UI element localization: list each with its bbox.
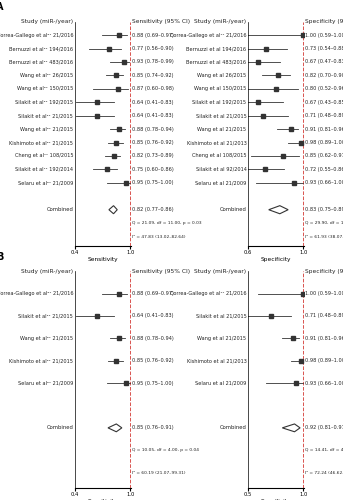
Text: 0.82 (0.70–0.90): 0.82 (0.70–0.90) [305,73,343,78]
Text: Study (miR-/year): Study (miR-/year) [194,268,246,274]
Text: 0.73 (0.54–0.88): 0.73 (0.54–0.88) [305,46,343,51]
Text: 0.85 (0.76–0.92): 0.85 (0.76–0.92) [131,140,173,145]
Text: 0.95 (0.75–1.00): 0.95 (0.75–1.00) [131,180,173,186]
Text: Bernuzzi et al 483/2016: Bernuzzi et al 483/2016 [186,60,246,64]
Text: 1.00 (0.59–1.00): 1.00 (0.59–1.00) [305,291,343,296]
Text: 0.85 (0.74–0.92): 0.85 (0.74–0.92) [131,73,173,78]
Text: 0.92 (0.81–0.97): 0.92 (0.81–0.97) [305,426,343,430]
Text: Correa-Gallego et al²¹ 21/2016: Correa-Gallego et al²¹ 21/2016 [0,32,73,38]
Text: Silakit et al 21/2015: Silakit et al 21/2015 [196,113,246,118]
Text: Silakit et al¹¹ 192/2014: Silakit et al¹¹ 192/2014 [15,167,73,172]
Text: 0.93 (0.78–0.99): 0.93 (0.78–0.99) [131,60,173,64]
Text: 0.93 (0.66–1.00): 0.93 (0.66–1.00) [305,180,343,186]
Text: 0.85 (0.76–0.91): 0.85 (0.76–0.91) [131,426,173,430]
Text: 1.00 (0.59–1.00): 1.00 (0.59–1.00) [305,32,343,38]
Text: Bernuzzi et al²¹ 194/2016: Bernuzzi et al²¹ 194/2016 [9,46,73,51]
Text: 0.82 (0.77–0.86): 0.82 (0.77–0.86) [131,207,173,212]
Text: Correa-Gallego et al¹¹ 21/2016: Correa-Gallego et al¹¹ 21/2016 [170,291,246,296]
Text: Selaru et al²¹ 21/2009: Selaru et al²¹ 21/2009 [18,380,73,386]
Text: A: A [0,2,4,12]
Text: Wang et al 21/2015: Wang et al 21/2015 [198,126,246,132]
Text: 0.98 (0.89–1.00): 0.98 (0.89–1.00) [305,358,343,363]
Text: B: B [0,252,4,262]
Text: 0.87 (0.60–0.98): 0.87 (0.60–0.98) [131,86,174,92]
Text: Study (miR-/year): Study (miR-/year) [21,268,73,274]
Text: Q = 14.41, df = 4.00, p = 0.01: Q = 14.41, df = 4.00, p = 0.01 [305,448,343,452]
Text: Wang et al²¹ 21/2015: Wang et al²¹ 21/2015 [20,336,73,341]
Text: Wang et al²¹ 150/2015: Wang et al²¹ 150/2015 [17,86,73,92]
Text: Q = 21.09, df = 11.00, p = 0.03: Q = 21.09, df = 11.00, p = 0.03 [131,221,201,225]
Text: 0.88 (0.78–0.94): 0.88 (0.78–0.94) [131,126,173,132]
Text: Correa-Gallego et al¹¹ 21/2016: Correa-Gallego et al¹¹ 21/2016 [170,32,246,38]
X-axis label: Sensitivity: Sensitivity [87,499,118,500]
Text: Combined: Combined [46,426,73,430]
Text: Q = 10.05, df = 4.00, p = 0.04: Q = 10.05, df = 4.00, p = 0.04 [131,448,199,452]
Text: 0.67 (0.47–0.83): 0.67 (0.47–0.83) [305,60,343,64]
Text: 0.91 (0.81–0.96): 0.91 (0.81–0.96) [305,336,343,341]
Text: 0.95 (0.75–1.00): 0.95 (0.75–1.00) [131,380,173,386]
Text: 0.85 (0.62–0.97): 0.85 (0.62–0.97) [305,154,343,158]
Text: Sensitivity (95% CI): Sensitivity (95% CI) [131,268,190,274]
Text: Wang et al 26/2015: Wang et al 26/2015 [197,73,246,78]
Text: Selaru et al 21/2009: Selaru et al 21/2009 [195,180,246,186]
Text: Cheng et al 108/2015: Cheng et al 108/2015 [192,154,246,158]
Text: Study (miR-/year): Study (miR-/year) [21,19,73,24]
Text: Selaru et al 21/2009: Selaru et al 21/2009 [195,380,246,386]
Text: Sensitivity (95% CI): Sensitivity (95% CI) [131,19,190,24]
Text: Silakit et al 192/2015: Silakit et al 192/2015 [192,100,246,105]
Text: Combined: Combined [220,426,246,430]
Text: 0.64 (0.41–0.83): 0.64 (0.41–0.83) [131,100,173,105]
Text: 0.83 (0.75–0.89): 0.83 (0.75–0.89) [305,207,343,212]
Text: Bernuzzi et al 194/2016: Bernuzzi et al 194/2016 [186,46,246,51]
Text: Kishimoto et al²¹ 21/2015: Kishimoto et al²¹ 21/2015 [9,140,73,145]
Text: Kishimoto et al²¹ 21/2015: Kishimoto et al²¹ 21/2015 [9,358,73,363]
Text: 0.85 (0.76–0.92): 0.85 (0.76–0.92) [131,358,173,363]
Text: I² = 72.24 (46.62–97.85): I² = 72.24 (46.62–97.85) [305,470,343,474]
Text: 0.64 (0.41–0.83): 0.64 (0.41–0.83) [131,113,173,118]
Text: Kishimoto et al 21/2013: Kishimoto et al 21/2013 [187,140,246,145]
Text: Wang et al²¹ 21/2015: Wang et al²¹ 21/2015 [20,126,73,132]
Text: 0.88 (0.69–0.97): 0.88 (0.69–0.97) [131,32,174,38]
Text: Specificity (95% CI): Specificity (95% CI) [305,268,343,274]
Text: 0.75 (0.60–0.86): 0.75 (0.60–0.86) [131,167,173,172]
Text: 0.77 (0.56–0.90): 0.77 (0.56–0.90) [131,46,173,51]
Text: I² = 60.19 (21.07–99.31): I² = 60.19 (21.07–99.31) [131,470,185,474]
Text: Wang et al 21/2015: Wang et al 21/2015 [198,336,246,341]
Text: Silakit et al²¹ 192/2015: Silakit et al²¹ 192/2015 [15,100,73,105]
Text: Combined: Combined [220,207,246,212]
Text: 0.98 (0.89–1.00): 0.98 (0.89–1.00) [305,140,343,145]
Text: Silakit et al 21/2015: Silakit et al 21/2015 [196,314,246,318]
Text: 0.88 (0.78–0.94): 0.88 (0.78–0.94) [131,336,173,341]
Text: Silakit et al²¹ 21/2015: Silakit et al²¹ 21/2015 [19,314,73,318]
Text: 0.71 (0.48–0.89): 0.71 (0.48–0.89) [305,113,343,118]
Text: 0.93 (0.66–1.00): 0.93 (0.66–1.00) [305,380,343,386]
X-axis label: Specificity: Specificity [261,499,291,500]
Text: 0.71 (0.48–0.89): 0.71 (0.48–0.89) [305,314,343,318]
Text: Kishimoto et al 21/2013: Kishimoto et al 21/2013 [187,358,246,363]
Text: Selaru et al²¹ 21/2009: Selaru et al²¹ 21/2009 [18,180,73,186]
Text: Bernuzzi et al²¹ 483/2016: Bernuzzi et al²¹ 483/2016 [9,60,73,64]
Text: 0.64 (0.41–0.83): 0.64 (0.41–0.83) [131,314,173,318]
Text: I² = 47.83 (13.02–82.64): I² = 47.83 (13.02–82.64) [131,234,185,238]
Text: Silakit et al²¹ 21/2015: Silakit et al²¹ 21/2015 [19,113,73,118]
Text: 0.72 (0.55–0.86): 0.72 (0.55–0.86) [305,167,343,172]
X-axis label: Sensitivity: Sensitivity [87,256,118,262]
Text: Specificity (95% CI): Specificity (95% CI) [305,19,343,24]
Text: Silakit et al 92/2014: Silakit et al 92/2014 [196,167,246,172]
Text: Q = 29.90, df = 11.00, p = 0.00: Q = 29.90, df = 11.00, p = 0.00 [305,221,343,225]
Text: Wang et al 150/2015: Wang et al 150/2015 [194,86,246,92]
Text: 0.91 (0.81–0.96): 0.91 (0.81–0.96) [305,126,343,132]
Text: I² = 61.93 (38.07–85.80): I² = 61.93 (38.07–85.80) [305,234,343,238]
Text: 0.80 (0.52–0.96): 0.80 (0.52–0.96) [305,86,343,92]
Text: Cheng et al¹¹ 108/2015: Cheng et al¹¹ 108/2015 [15,154,73,158]
Text: Combined: Combined [46,207,73,212]
Text: Study (miR-/year): Study (miR-/year) [194,19,246,24]
Text: 0.67 (0.43–0.85): 0.67 (0.43–0.85) [305,100,343,105]
X-axis label: Specificity: Specificity [261,256,291,262]
Text: Correa-Gallego et al²¹ 21/2016: Correa-Gallego et al²¹ 21/2016 [0,291,73,296]
Text: Wang et al²¹ 26/2015: Wang et al²¹ 26/2015 [20,73,73,78]
Text: 0.82 (0.73–0.89): 0.82 (0.73–0.89) [131,154,173,158]
Text: 0.88 (0.69–0.97): 0.88 (0.69–0.97) [131,291,174,296]
